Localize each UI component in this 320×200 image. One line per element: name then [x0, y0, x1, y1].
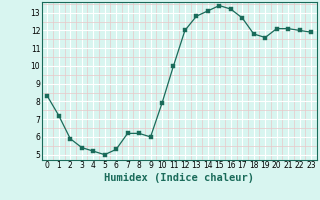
X-axis label: Humidex (Indice chaleur): Humidex (Indice chaleur): [104, 173, 254, 183]
